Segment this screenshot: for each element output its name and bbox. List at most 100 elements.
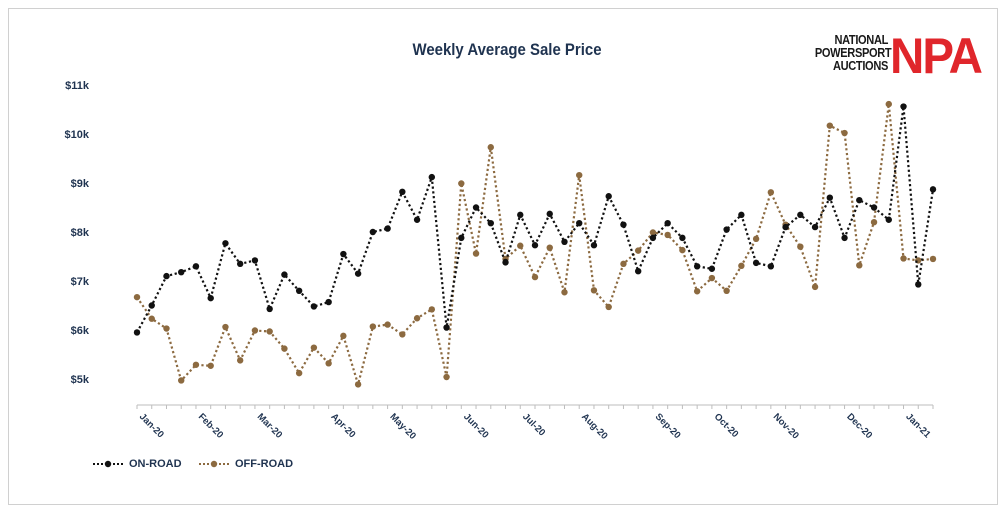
data-point-on-road — [561, 238, 568, 245]
data-point-off-road — [340, 332, 347, 340]
series-line-on-road — [136, 105, 935, 333]
data-point-on-road — [207, 294, 214, 302]
data-point-off-road — [826, 122, 834, 129]
data-point-on-road — [502, 259, 509, 266]
y-tick-label: $5k — [71, 374, 90, 386]
data-point-on-road — [413, 216, 421, 223]
data-point-off-road — [369, 323, 377, 330]
data-point-off-road — [649, 229, 657, 236]
data-point-off-road — [281, 345, 288, 352]
x-tick-label: Feb-20 — [196, 411, 225, 440]
logo-wordmark: NATIONAL POWERSPORT AUCTIONS — [815, 32, 892, 73]
y-tick-label: $10k — [65, 129, 90, 141]
data-point-off-road — [222, 323, 229, 331]
data-point-on-road — [222, 240, 229, 247]
data-point-off-road — [723, 287, 730, 294]
data-point-on-road — [620, 221, 627, 228]
data-point-off-road — [797, 243, 804, 250]
data-point-on-road — [384, 225, 391, 232]
data-point-off-road — [458, 180, 465, 187]
x-tick-label: Jan-21 — [903, 411, 933, 441]
x-tick-label: Nov-20 — [771, 411, 801, 441]
data-point-on-road — [870, 204, 878, 211]
data-point-off-road — [399, 331, 406, 338]
x-tick-label: Dec-20 — [844, 411, 874, 441]
data-point-off-road — [354, 381, 362, 388]
data-point-on-road — [664, 219, 671, 227]
data-point-on-road — [723, 226, 730, 233]
logo-mark: NPA — [890, 28, 983, 84]
data-point-off-road — [870, 219, 878, 226]
y-tick-label: $11k — [65, 80, 90, 92]
data-point-on-road — [163, 272, 170, 280]
data-point-on-road — [310, 303, 318, 310]
data-point-on-road — [236, 260, 244, 268]
y-tick-label: $7k — [71, 276, 90, 288]
data-point-on-road — [738, 211, 745, 219]
legend-item-off-road: OFF-ROAD — [199, 458, 293, 470]
data-point-on-road — [782, 223, 789, 231]
data-point-on-road — [517, 211, 524, 219]
legend-label-off-road: OFF-ROAD — [235, 458, 294, 470]
chart-title: Weekly Average Sale Price — [412, 40, 602, 59]
data-point-off-road — [620, 260, 627, 268]
x-tick-label: Sep-20 — [653, 411, 683, 441]
data-point-off-road — [428, 306, 436, 313]
legend-label-on-road: ON-ROAD — [129, 458, 182, 470]
data-point-off-road — [561, 289, 568, 296]
data-point-off-road — [693, 288, 701, 295]
data-point-off-road — [192, 361, 200, 368]
legend-swatch-on-road — [93, 459, 123, 469]
data-point-off-road — [413, 315, 421, 322]
data-point-off-road — [546, 244, 553, 251]
x-tick-label: Mar-20 — [255, 411, 284, 440]
data-point-off-road — [251, 327, 259, 334]
data-point-off-road — [900, 255, 907, 262]
data-point-on-road — [369, 228, 377, 236]
data-point-off-road — [207, 362, 214, 369]
data-point-off-road — [295, 369, 303, 377]
data-point-on-road — [340, 250, 347, 258]
data-point-off-road — [708, 274, 716, 282]
x-tick-label: Aug-20 — [579, 411, 610, 442]
y-tick-label: $8k — [71, 227, 90, 239]
data-point-on-road — [708, 265, 716, 272]
data-point-on-road — [826, 194, 834, 201]
data-point-on-road — [399, 188, 406, 196]
data-point-on-road — [590, 242, 598, 249]
data-point-on-road — [148, 302, 155, 309]
data-point-on-road — [693, 263, 701, 270]
data-point-on-road — [900, 103, 907, 110]
data-point-off-road — [841, 129, 848, 137]
data-point-on-road — [281, 271, 288, 278]
x-tick-label: Jul-20 — [520, 411, 547, 438]
data-point-off-road — [487, 144, 494, 151]
data-point-off-road — [443, 373, 450, 381]
data-point-off-road — [236, 357, 244, 364]
data-point-off-road — [679, 246, 686, 254]
data-point-on-road — [649, 234, 657, 242]
data-point-off-road — [885, 100, 892, 108]
data-point-off-road — [310, 344, 318, 351]
data-point-off-road — [325, 360, 332, 367]
data-point-off-road — [590, 287, 598, 294]
data-point-on-road — [929, 186, 937, 193]
data-point-off-road — [531, 273, 539, 281]
data-point-off-road — [738, 262, 745, 270]
data-point-on-road — [841, 234, 848, 242]
data-point-off-road — [767, 189, 775, 196]
data-point-on-road — [767, 263, 775, 270]
data-point-off-road — [605, 303, 612, 311]
data-point-on-road — [546, 210, 553, 218]
data-point-off-road — [517, 242, 524, 249]
data-point-on-road — [251, 257, 259, 264]
data-point-on-road — [458, 234, 465, 242]
data-point-on-road — [443, 324, 450, 331]
logo-line-1: NATIONAL — [834, 32, 888, 47]
data-point-on-road — [752, 259, 760, 267]
data-point-on-road — [856, 196, 863, 204]
data-point-off-road — [856, 262, 863, 269]
data-point-on-road — [576, 219, 583, 227]
data-point-off-road — [133, 293, 141, 301]
logo-line-3: AUCTIONS — [833, 58, 888, 73]
